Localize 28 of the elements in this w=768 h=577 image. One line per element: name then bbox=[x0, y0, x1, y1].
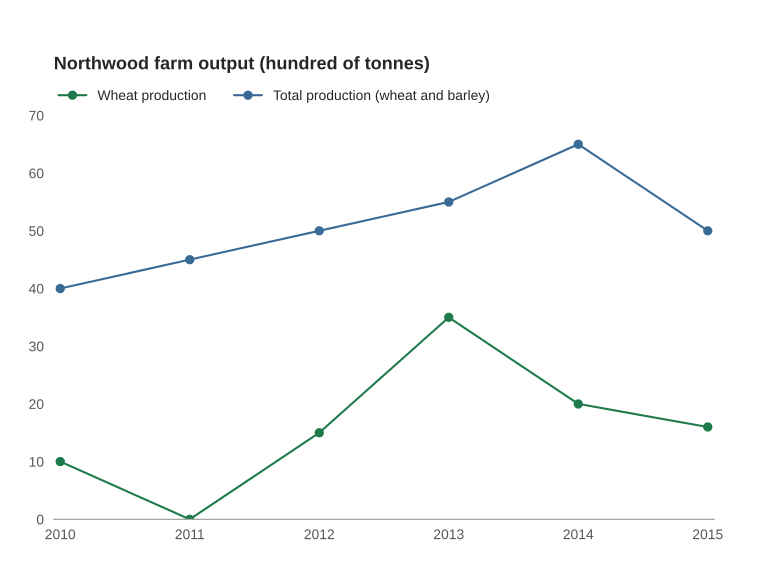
point bbox=[444, 197, 454, 207]
point bbox=[574, 140, 583, 149]
x-tick-label: 2013 bbox=[434, 529, 464, 540]
y-tick-label: 60 bbox=[29, 168, 44, 178]
y-tick-label: 0 bbox=[36, 514, 44, 524]
y-tick-label: 50 bbox=[29, 226, 44, 236]
x-tick-label: 2014 bbox=[564, 529, 594, 540]
point bbox=[314, 428, 324, 438]
legend-label: Total production (wheat and barley) bbox=[273, 90, 490, 103]
x-tick-label: 2015 bbox=[693, 529, 723, 540]
y-tick-label: 20 bbox=[29, 399, 44, 410]
y-tick-label: 40 bbox=[28, 284, 44, 294]
point bbox=[185, 254, 194, 264]
point bbox=[703, 422, 712, 432]
point bbox=[703, 226, 712, 236]
point bbox=[444, 312, 454, 322]
point bbox=[56, 456, 65, 466]
y-tick-label: 70 bbox=[29, 110, 44, 121]
x-tick-label: 2011 bbox=[176, 529, 204, 540]
chart-title: Northwood farm output (hundred of tonnes) bbox=[54, 56, 429, 73]
y-tick-label: 30 bbox=[29, 342, 44, 352]
x-tick-label: 2010 bbox=[45, 529, 76, 540]
point bbox=[56, 284, 65, 294]
point bbox=[574, 399, 583, 409]
legend-label: Wheat production bbox=[98, 90, 206, 103]
y-tick-label: 10 bbox=[30, 456, 44, 467]
point bbox=[314, 226, 324, 236]
x-tick-label: 2012 bbox=[304, 529, 334, 540]
